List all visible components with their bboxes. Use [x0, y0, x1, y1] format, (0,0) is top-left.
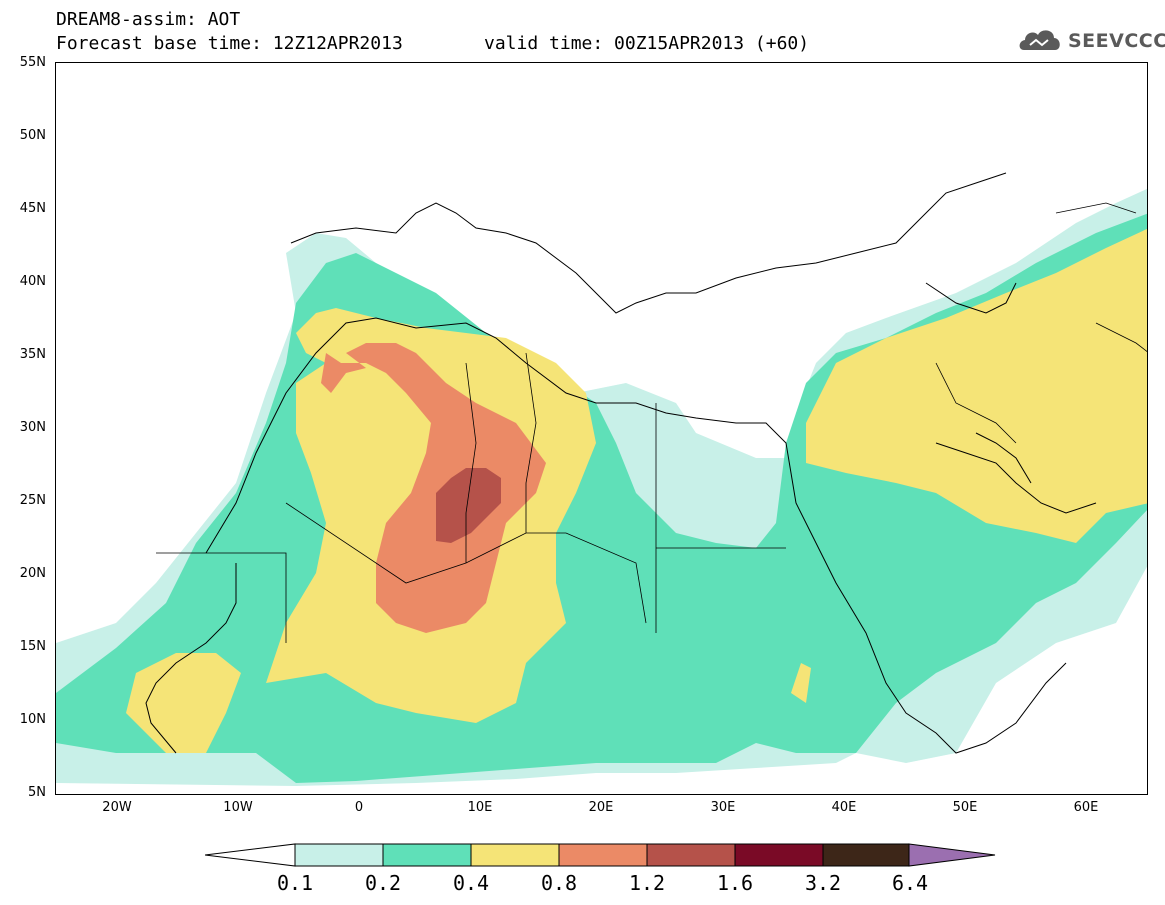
chart-title: DREAM8-assim: AOT — [56, 9, 241, 30]
colorbar-label: 0.2 — [364, 871, 402, 895]
colorbar-bin-0-2 — [382, 843, 472, 867]
colorbar — [205, 843, 996, 867]
colorbar-label: 6.4 — [891, 871, 929, 895]
colorbar-under — [205, 843, 296, 867]
aot-band-0-8 — [321, 343, 546, 633]
lat-label: 15N — [19, 639, 46, 654]
colorbar-label: 3.2 — [804, 871, 842, 895]
lat-label: 10N — [19, 712, 46, 727]
colorbar-label: 1.6 — [716, 871, 754, 895]
lat-label: 20N — [19, 566, 46, 581]
colorbar-bin-0-8 — [558, 843, 648, 867]
colorbar-bin-1-2 — [646, 843, 736, 867]
lon-label: 0 — [354, 800, 364, 815]
lon-label: 20E — [588, 800, 614, 815]
colorbar-label: 0.4 — [452, 871, 490, 895]
colorbar-bin-0-4 — [470, 843, 560, 867]
logo-text: SEEVCCC — [1068, 30, 1165, 52]
lon-label: 60E — [1073, 800, 1099, 815]
colorbar-bin-3-2 — [822, 843, 910, 867]
aot-field — [56, 172, 1147, 786]
lon-label: 10E — [467, 800, 493, 815]
lon-label: 10W — [223, 800, 253, 815]
lat-label: 40N — [19, 274, 46, 289]
lat-label: 55N — [19, 55, 46, 70]
lat-label: 50N — [19, 128, 46, 143]
colorbar-bin-0-1 — [294, 843, 384, 867]
colorbar-label: 0.1 — [276, 871, 314, 895]
aot-map — [55, 62, 1148, 795]
lon-label: 30E — [710, 800, 736, 815]
forecast-base-time: Forecast base time: 12Z12APR2013 — [56, 33, 403, 54]
coastlines — [145, 172, 1097, 754]
colorbar-over — [908, 843, 996, 867]
valid-time: valid time: 00Z15APR2013 (+60) — [484, 33, 810, 54]
country-borders — [156, 202, 1147, 643]
seevccc-logo: SEEVCCC — [1016, 24, 1165, 58]
colorbar-bin-1-6 — [734, 843, 824, 867]
lat-label: 35N — [19, 347, 46, 362]
lon-label: 50E — [952, 800, 978, 815]
lat-label: 5N — [28, 785, 46, 800]
colorbar-label: 1.2 — [628, 871, 666, 895]
cloud-icon — [1019, 30, 1060, 50]
lon-label: 40E — [831, 800, 857, 815]
colorbar-label: 0.8 — [540, 871, 578, 895]
lat-label: 25N — [19, 493, 46, 508]
lat-label: 30N — [19, 420, 46, 435]
lon-label: 20W — [102, 800, 132, 815]
aot-band-1-2 — [436, 468, 501, 543]
lat-label: 45N — [19, 201, 46, 216]
